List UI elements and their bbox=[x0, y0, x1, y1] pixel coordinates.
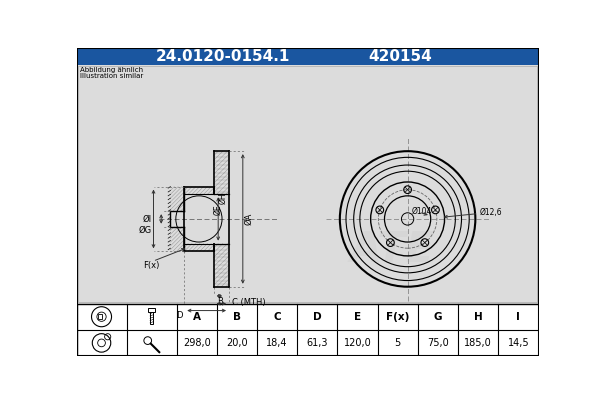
Text: E: E bbox=[354, 312, 361, 322]
Text: C: C bbox=[274, 312, 281, 322]
Text: F(x): F(x) bbox=[143, 261, 159, 270]
Text: H: H bbox=[474, 312, 482, 322]
Text: F(x): F(x) bbox=[386, 312, 409, 322]
Text: 14,5: 14,5 bbox=[508, 338, 529, 348]
Text: 75,0: 75,0 bbox=[427, 338, 449, 348]
Text: B: B bbox=[233, 312, 241, 322]
Bar bbox=[77, 65, 539, 304]
Text: A: A bbox=[193, 312, 201, 322]
Bar bbox=[77, 48, 539, 65]
Text: 18,4: 18,4 bbox=[266, 338, 288, 348]
Text: Ø104: Ø104 bbox=[412, 207, 432, 216]
Text: B: B bbox=[217, 297, 223, 306]
Text: 120,0: 120,0 bbox=[344, 338, 371, 348]
Text: C (MTH): C (MTH) bbox=[232, 298, 266, 307]
Text: ØG: ØG bbox=[138, 226, 151, 235]
Bar bbox=[77, 304, 539, 356]
Bar bbox=[150, 312, 153, 324]
Bar bbox=[78, 66, 537, 302]
Text: ATE: ATE bbox=[350, 229, 434, 271]
Text: D: D bbox=[313, 312, 322, 322]
Text: ØA: ØA bbox=[244, 213, 253, 225]
Text: Ø12,6: Ø12,6 bbox=[479, 208, 502, 217]
Bar bbox=[98, 314, 101, 319]
Text: G: G bbox=[434, 312, 442, 322]
Text: ØH: ØH bbox=[218, 193, 227, 204]
Text: 20,0: 20,0 bbox=[226, 338, 248, 348]
Text: D: D bbox=[176, 311, 183, 320]
Circle shape bbox=[100, 315, 103, 318]
Text: Abbildung ähnlich: Abbildung ähnlich bbox=[80, 67, 143, 73]
Bar bbox=[148, 308, 155, 312]
Text: ØE: ØE bbox=[214, 204, 223, 215]
Text: I: I bbox=[517, 312, 520, 322]
Text: 61,3: 61,3 bbox=[307, 338, 328, 348]
Text: 5: 5 bbox=[395, 338, 401, 348]
Text: 298,0: 298,0 bbox=[183, 338, 211, 348]
Text: 24.0120-0154.1: 24.0120-0154.1 bbox=[155, 49, 290, 64]
Text: Illustration similar: Illustration similar bbox=[80, 73, 143, 79]
Text: ØI: ØI bbox=[143, 214, 152, 224]
Text: 420154: 420154 bbox=[368, 49, 432, 64]
Text: 185,0: 185,0 bbox=[464, 338, 492, 348]
